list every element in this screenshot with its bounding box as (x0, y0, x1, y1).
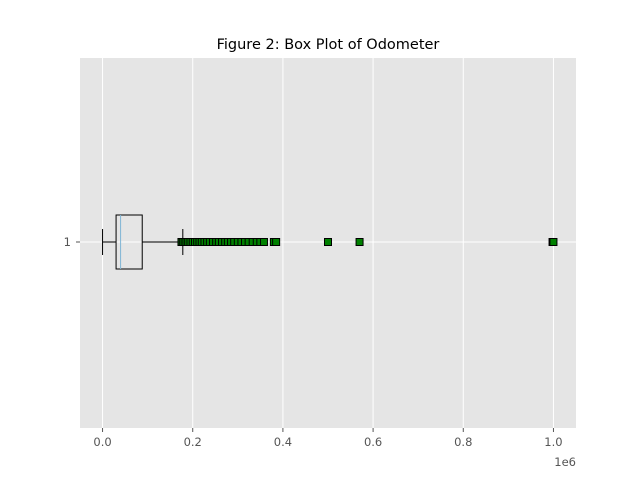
x-tick-label: 0.6 (364, 435, 382, 449)
x-tick-label: 0.0 (93, 435, 111, 449)
chart-title: Figure 2: Box Plot of Odometer (217, 37, 440, 53)
outliers (177, 238, 558, 246)
y-tick-label: 1 (64, 235, 71, 249)
outlier-point (272, 238, 281, 246)
box-iqr (115, 214, 143, 270)
outlier-point (259, 238, 268, 246)
x-tick-label: 1.0 (544, 435, 562, 449)
x-axis-offset-label: 1e6 (554, 455, 576, 469)
axes: 0.0 0.2 0.4 0.6 0.8 1.0 1 (64, 235, 563, 449)
outlier-point (355, 238, 364, 246)
outlier-point (324, 238, 332, 246)
x-tick-label: 0.2 (184, 435, 202, 449)
x-tick-label: 0.4 (274, 435, 292, 449)
outlier-point (549, 238, 558, 246)
x-tick-label: 0.8 (454, 435, 472, 449)
